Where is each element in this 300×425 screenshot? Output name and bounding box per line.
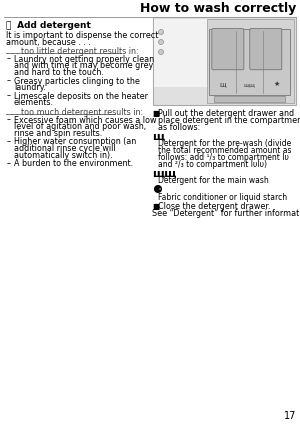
Bar <box>207 19 294 103</box>
Text: follows: add ¹/₃ to compartment Iυ: follows: add ¹/₃ to compartment Iυ <box>158 153 289 162</box>
Text: See “Detergent” for further information.: See “Detergent” for further information. <box>152 210 300 218</box>
Text: Close the detergent drawer.: Close the detergent drawer. <box>158 201 271 211</box>
Text: 17: 17 <box>284 411 296 421</box>
Text: amount, because . . .: amount, because . . . <box>6 38 91 47</box>
Text: щ: щ <box>220 81 226 87</box>
Bar <box>153 17 296 105</box>
Bar <box>214 96 285 102</box>
Text: . . . too little detergent results in:: . . . too little detergent results in: <box>6 47 139 56</box>
Text: as follows:: as follows: <box>158 122 200 132</box>
Text: laundry.: laundry. <box>14 83 46 92</box>
Text: –: – <box>7 137 11 146</box>
Text: Pull out the detergent drawer and: Pull out the detergent drawer and <box>158 109 294 118</box>
Text: and with time it may become grey: and with time it may become grey <box>14 61 153 71</box>
Text: level of agitation and poor wash,: level of agitation and poor wash, <box>14 122 146 131</box>
Text: Limescale deposits on the heater: Limescale deposits on the heater <box>14 92 148 101</box>
Text: Detergent for the pre-wash (divide: Detergent for the pre-wash (divide <box>158 139 291 148</box>
Text: –: – <box>7 116 11 125</box>
Text: It is important to dispense the correct: It is important to dispense the correct <box>6 31 158 40</box>
Text: –: – <box>7 54 11 64</box>
Bar <box>154 19 208 87</box>
Text: щ: щ <box>152 131 164 142</box>
Text: Laundry not getting properly clean: Laundry not getting properly clean <box>14 54 154 64</box>
Text: A burden to the environment.: A burden to the environment. <box>14 159 133 168</box>
Text: and ²/₃ to compartment IυIυ): and ²/₃ to compartment IυIυ) <box>158 160 267 169</box>
Circle shape <box>158 29 164 34</box>
Text: Detergent for the main wash: Detergent for the main wash <box>158 176 269 185</box>
Text: How to wash correctly: How to wash correctly <box>140 2 296 15</box>
Circle shape <box>158 40 164 45</box>
Text: –: – <box>7 159 11 168</box>
Text: Fabric conditioner or liquid starch: Fabric conditioner or liquid starch <box>158 193 287 202</box>
Text: place detergent in the compartments: place detergent in the compartments <box>158 116 300 125</box>
Text: elements.: elements. <box>14 99 54 108</box>
Text: the total recommended amount as: the total recommended amount as <box>158 146 292 155</box>
Text: щщ: щщ <box>244 82 256 87</box>
Text: –: – <box>7 76 11 85</box>
Text: additional rinse cycle will: additional rinse cycle will <box>14 144 116 153</box>
Text: . . . too much detergent results in:: . . . too much detergent results in: <box>6 108 143 117</box>
Text: Higher water consumption (an: Higher water consumption (an <box>14 137 136 146</box>
Text: щщ: щщ <box>152 168 176 178</box>
Text: ■: ■ <box>152 201 159 211</box>
Text: automatically switch in).: automatically switch in). <box>14 151 112 160</box>
FancyBboxPatch shape <box>250 28 282 70</box>
Text: Excessive foam which causes a low: Excessive foam which causes a low <box>14 116 157 125</box>
Circle shape <box>158 49 164 54</box>
Text: Add detergent: Add detergent <box>14 21 91 30</box>
Text: rinse and spin results.: rinse and spin results. <box>14 129 102 138</box>
Text: ■: ■ <box>152 109 159 118</box>
Text: Greasy particles clinging to the: Greasy particles clinging to the <box>14 76 140 85</box>
Text: ⚈: ⚈ <box>152 185 162 195</box>
Text: ␇: ␇ <box>6 21 11 30</box>
Text: –: – <box>7 92 11 101</box>
Text: ★: ★ <box>273 81 280 87</box>
FancyBboxPatch shape <box>212 28 244 70</box>
Text: and hard to the touch.: and hard to the touch. <box>14 68 104 77</box>
Bar <box>209 29 290 95</box>
